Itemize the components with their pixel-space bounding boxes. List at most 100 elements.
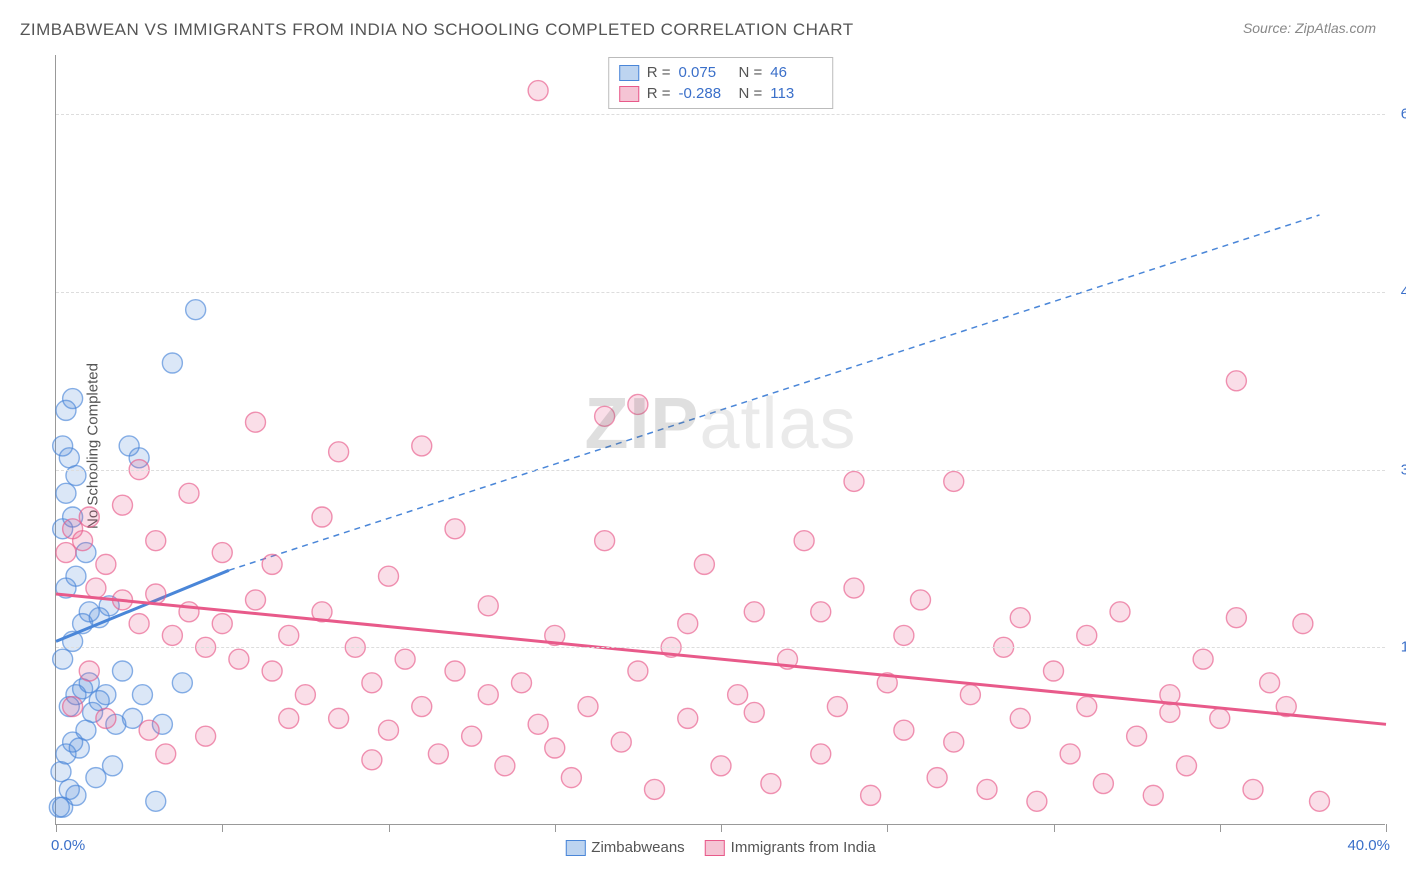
data-point: [645, 779, 665, 799]
data-point: [960, 685, 980, 705]
data-point: [73, 531, 93, 551]
r-value: -0.288: [679, 85, 731, 102]
data-point: [578, 697, 598, 717]
data-point: [179, 483, 199, 503]
data-point: [196, 726, 216, 746]
data-point: [113, 495, 133, 515]
data-point: [96, 554, 116, 574]
data-point: [1010, 708, 1030, 728]
source-attribution: Source: ZipAtlas.com: [1243, 20, 1376, 36]
x-tick: [222, 824, 223, 832]
data-point: [528, 81, 548, 101]
data-point: [362, 750, 382, 770]
data-point: [329, 708, 349, 728]
gridline: [56, 114, 1385, 115]
data-point: [246, 412, 266, 432]
plot-area: R =0.075N =46R =-0.288N =113 ZIPatlas 0.…: [55, 55, 1385, 825]
data-point: [1110, 602, 1130, 622]
data-point: [103, 756, 123, 776]
legend-swatch: [619, 86, 639, 102]
data-point: [212, 614, 232, 634]
x-tick: [389, 824, 390, 832]
data-point: [262, 554, 282, 574]
data-point: [478, 596, 498, 616]
gridline: [56, 647, 1385, 648]
y-tick-label: 4.5%: [1401, 283, 1406, 300]
data-point: [694, 554, 714, 574]
legend-swatch: [619, 65, 639, 81]
legend-label: Zimbabweans: [591, 839, 684, 856]
data-point: [595, 531, 615, 551]
x-tick: [887, 824, 888, 832]
data-point: [611, 732, 631, 752]
data-point: [1310, 791, 1330, 811]
data-point: [186, 300, 206, 320]
legend-swatch: [705, 840, 725, 856]
data-point: [279, 708, 299, 728]
data-point: [561, 768, 581, 788]
data-point: [462, 726, 482, 746]
x-axis-min-label: 0.0%: [51, 837, 85, 854]
data-point: [412, 697, 432, 717]
data-point: [63, 389, 83, 409]
data-point: [911, 590, 931, 610]
bottom-legend: Zimbabweans Immigrants from India: [565, 839, 875, 856]
data-point: [146, 791, 166, 811]
data-point: [894, 625, 914, 645]
data-point: [1077, 697, 1097, 717]
stats-legend-box: R =0.075N =46R =-0.288N =113: [608, 57, 834, 109]
data-point: [76, 720, 96, 740]
data-point: [445, 519, 465, 539]
data-point: [86, 768, 106, 788]
data-point: [379, 566, 399, 586]
data-point: [329, 442, 349, 462]
data-point: [179, 602, 199, 622]
data-point: [122, 708, 142, 728]
data-point: [113, 661, 133, 681]
data-point: [512, 673, 532, 693]
data-point: [628, 661, 648, 681]
x-tick: [1054, 824, 1055, 832]
data-point: [51, 762, 71, 782]
n-value: 113: [770, 85, 822, 102]
scatter-svg: [56, 55, 1385, 824]
legend-swatch: [565, 840, 585, 856]
data-point: [528, 714, 548, 734]
data-point: [1160, 702, 1180, 722]
data-point: [1044, 661, 1064, 681]
data-point: [1027, 791, 1047, 811]
data-point: [96, 685, 116, 705]
data-point: [1177, 756, 1197, 776]
data-point: [1060, 744, 1080, 764]
gridline: [56, 470, 1385, 471]
x-axis-max-label: 40.0%: [1347, 837, 1390, 854]
data-point: [56, 543, 76, 563]
data-point: [66, 466, 86, 486]
data-point: [1193, 649, 1213, 669]
data-point: [246, 590, 266, 610]
data-point: [944, 732, 964, 752]
data-point: [944, 471, 964, 491]
data-point: [79, 661, 99, 681]
data-point: [1243, 779, 1263, 799]
legend-item: Zimbabweans: [565, 839, 684, 856]
data-point: [312, 507, 332, 527]
data-point: [844, 578, 864, 598]
n-value: 46: [770, 64, 822, 81]
data-point: [66, 566, 86, 586]
data-point: [678, 708, 698, 728]
data-point: [428, 744, 448, 764]
data-point: [156, 744, 176, 764]
legend-label: Immigrants from India: [731, 839, 876, 856]
data-point: [295, 685, 315, 705]
data-point: [495, 756, 515, 776]
data-point: [262, 661, 282, 681]
data-point: [412, 436, 432, 456]
data-point: [744, 602, 764, 622]
data-point: [146, 584, 166, 604]
data-point: [279, 625, 299, 645]
data-point: [1010, 608, 1030, 628]
data-point: [927, 768, 947, 788]
data-point: [66, 785, 86, 805]
x-tick: [555, 824, 556, 832]
